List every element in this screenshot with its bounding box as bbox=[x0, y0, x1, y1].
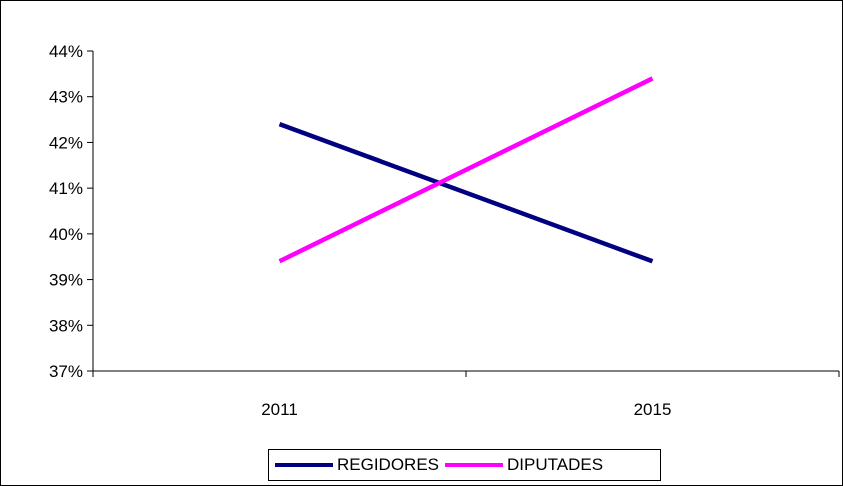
legend-label-diputades: DIPUTADES bbox=[507, 455, 604, 474]
y-tick-label: 43% bbox=[49, 88, 83, 107]
y-tick-label: 38% bbox=[49, 316, 83, 335]
legend: REGIDORES DIPUTADES bbox=[268, 449, 661, 481]
y-axis: 37% 38% 39% 40% 41% 42% 43% 44% bbox=[49, 42, 94, 381]
x-tick-label: 2011 bbox=[261, 400, 298, 419]
legend-label-regidores: REGIDORES bbox=[337, 455, 440, 474]
legend-swatch-diputades bbox=[445, 463, 504, 467]
y-tick-label: 41% bbox=[49, 179, 83, 198]
series-line-regidores bbox=[278, 122, 654, 264]
x-axis: 2011 2015 bbox=[92, 370, 840, 419]
y-tick-label: 40% bbox=[49, 225, 83, 244]
series-line-diputades bbox=[278, 76, 654, 264]
legend-item-regidores: REGIDORES bbox=[275, 455, 439, 475]
y-tick-label: 44% bbox=[49, 42, 83, 61]
y-tick-label: 39% bbox=[49, 271, 83, 290]
x-tick-label: 2015 bbox=[634, 400, 672, 419]
series-lines bbox=[278, 76, 654, 264]
y-tick-label: 37% bbox=[49, 362, 83, 381]
legend-swatch-regidores bbox=[275, 463, 333, 467]
legend-item-diputades: DIPUTADES bbox=[445, 455, 603, 475]
y-tick-label: 42% bbox=[49, 133, 83, 152]
